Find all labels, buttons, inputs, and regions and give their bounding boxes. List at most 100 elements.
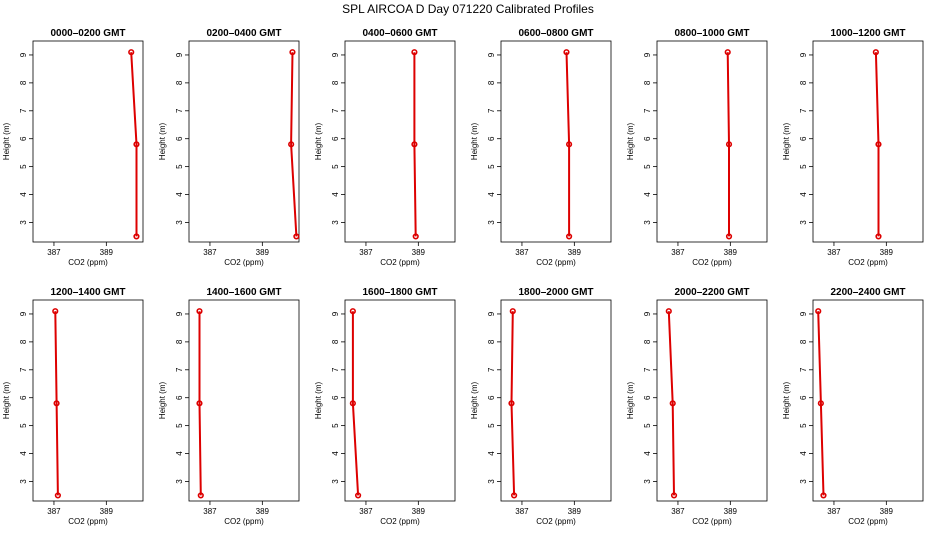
y-tick-label: 7 — [799, 108, 808, 113]
x-tick-label: 387 — [671, 248, 685, 257]
y-tick-label: 3 — [19, 479, 28, 484]
panel-title: 0400–0600 GMT — [362, 28, 437, 39]
y-tick-label: 6 — [487, 136, 496, 141]
y-tick-label: 5 — [799, 164, 808, 169]
data-point — [669, 400, 676, 407]
y-tick-label: 7 — [799, 367, 808, 372]
data-point — [293, 233, 300, 240]
x-tick-label: 389 — [100, 507, 114, 516]
data-point — [724, 49, 731, 56]
x-tick-label: 389 — [100, 248, 114, 257]
y-tick-label: 5 — [19, 164, 28, 169]
y-tick-label: 8 — [19, 80, 28, 85]
y-tick-label: 8 — [799, 339, 808, 344]
y-tick-label: 6 — [331, 395, 340, 400]
panel-title: 1200–1400 GMT — [50, 287, 125, 298]
y-tick-label: 5 — [487, 423, 496, 428]
y-axis-label: Height (m) — [626, 122, 635, 160]
x-axis-label: CO2 (ppm) — [848, 517, 888, 526]
data-point — [53, 400, 60, 407]
x-tick-label: 387 — [203, 248, 217, 257]
x-axis-label: CO2 (ppm) — [536, 258, 576, 267]
y-tick-label: 5 — [175, 164, 184, 169]
data-point — [510, 492, 518, 499]
y-tick-label: 4 — [799, 192, 808, 197]
y-tick-label: 9 — [487, 311, 496, 316]
plot-frame — [32, 299, 144, 502]
y-tick-label: 7 — [643, 367, 652, 372]
y-tick-label: 6 — [799, 395, 808, 400]
panel-title: 0600–0800 GMT — [518, 28, 593, 39]
data-point — [875, 233, 882, 240]
data-point — [411, 141, 418, 148]
y-tick-label: 8 — [487, 339, 496, 344]
y-tick-label: 7 — [331, 367, 340, 372]
x-axis-label: CO2 (ppm) — [224, 258, 264, 267]
y-tick-label: 9 — [331, 311, 340, 316]
y-tick-label: 5 — [19, 423, 28, 428]
x-axis-label: CO2 (ppm) — [68, 517, 108, 526]
plot-frame — [188, 299, 300, 502]
y-tick-label: 3 — [487, 479, 496, 484]
y-tick-label: 8 — [331, 80, 340, 85]
y-tick-label: 4 — [487, 192, 496, 197]
y-tick-label: 8 — [175, 339, 184, 344]
y-tick-label: 4 — [799, 451, 808, 456]
y-axis-label: Height (m) — [470, 122, 479, 160]
data-point — [565, 141, 573, 148]
x-axis-label: CO2 (ppm) — [380, 258, 420, 267]
x-tick-label: 387 — [47, 507, 61, 516]
y-tick-label: 7 — [175, 108, 184, 113]
x-tick-label: 389 — [568, 248, 582, 257]
data-point — [725, 233, 733, 240]
y-axis-label: Height (m) — [782, 122, 791, 160]
y-axis-label: Height (m) — [314, 381, 323, 419]
y-tick-label: 7 — [331, 108, 340, 113]
panel-title: 0800–1000 GMT — [674, 28, 749, 39]
y-tick-label: 4 — [19, 192, 28, 197]
plot-frame — [500, 299, 612, 502]
data-point — [133, 233, 140, 240]
data-point — [52, 308, 59, 315]
data-point — [128, 49, 135, 56]
y-tick-label: 6 — [799, 136, 808, 141]
data-point — [288, 141, 295, 148]
x-tick-label: 387 — [203, 507, 217, 516]
y-tick-label: 9 — [487, 52, 496, 57]
y-tick-label: 3 — [19, 220, 28, 225]
y-tick-label: 8 — [643, 339, 652, 344]
y-axis-label: Height (m) — [470, 381, 479, 419]
x-tick-label: 387 — [359, 248, 373, 257]
profile-line — [510, 311, 516, 496]
data-point — [349, 308, 356, 315]
y-tick-label: 4 — [19, 451, 28, 456]
plot-frame — [344, 299, 456, 502]
y-tick-label: 5 — [331, 164, 340, 169]
x-axis-label: CO2 (ppm) — [848, 258, 888, 267]
y-axis-label: Height (m) — [158, 381, 167, 419]
data-point — [725, 141, 733, 148]
y-tick-label: 6 — [643, 136, 652, 141]
y-tick-label: 5 — [331, 423, 340, 428]
y-tick-label: 6 — [19, 395, 28, 400]
y-tick-label: 3 — [799, 220, 808, 225]
y-tick-label: 8 — [643, 80, 652, 85]
y-tick-label: 4 — [331, 451, 340, 456]
x-tick-label: 387 — [515, 507, 529, 516]
x-tick-label: 389 — [412, 507, 426, 516]
y-tick-label: 6 — [643, 395, 652, 400]
y-tick-label: 3 — [799, 479, 808, 484]
y-tick-label: 8 — [799, 80, 808, 85]
data-point — [411, 49, 418, 56]
x-axis-label: CO2 (ppm) — [692, 517, 732, 526]
x-axis-label: CO2 (ppm) — [224, 517, 264, 526]
y-tick-label: 3 — [175, 220, 184, 225]
